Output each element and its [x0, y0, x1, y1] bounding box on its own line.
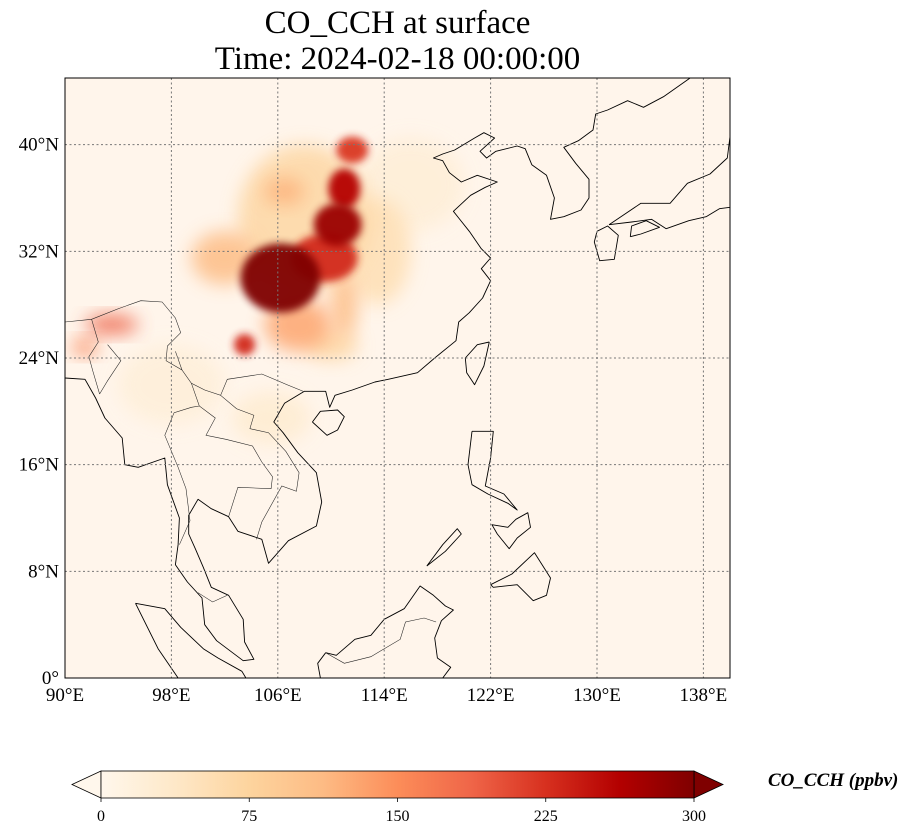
coastline-luzon [467, 430, 518, 511]
coastline-japan-shikoku [629, 220, 660, 238]
y-tick-label: 40°N [19, 135, 60, 156]
country-border [220, 395, 300, 540]
co-concentration-blob [231, 391, 312, 445]
coastline-palawan [426, 528, 462, 567]
axis-tick-layer: 90°E 98°E 106°E 114°E 122°E 130°E 138°E 40°N 32°… [19, 135, 728, 706]
x-tick-label: 130°E [573, 685, 621, 706]
colorbar-tick-label: 225 [534, 808, 558, 825]
country-border [197, 592, 228, 603]
colorbar-tick-label: 75 [241, 808, 257, 825]
colorbar-label: CO_CCH (ppbv) [768, 770, 899, 791]
co-concentration-blob [71, 339, 99, 356]
y-tick-label: 32°N [19, 241, 60, 262]
co-concentration-blob [84, 315, 139, 334]
co-concentration-blob [264, 178, 305, 205]
colorbar-tick-label: 0 [97, 808, 105, 825]
coastline-mindanao [490, 552, 551, 602]
y-tick-label: 0° [42, 668, 59, 689]
map-title-line-2: Time: 2024-02-18 00:00:00 [214, 41, 581, 77]
coastline-japan-honshu [608, 78, 730, 230]
coastline-japan-kyushu [593, 225, 619, 262]
country-border [88, 319, 100, 395]
x-tick-label: 106°E [254, 685, 302, 706]
country-border [191, 383, 273, 517]
y-tick-label: 16°N [19, 455, 60, 476]
x-tick-label: 138°E [680, 685, 728, 706]
gridline-layer [65, 78, 730, 678]
colorbar-tick-label: 300 [682, 808, 706, 825]
co-concentration-blob [328, 168, 361, 209]
country-border [65, 300, 304, 396]
country-border [99, 344, 122, 395]
coastline-sumatra [135, 602, 247, 678]
colorbar-gradient [100, 770, 695, 799]
co-concentration-blob [240, 243, 321, 313]
co-concentration-blob [233, 334, 256, 356]
colorbar-max-extend-arrow [693, 770, 724, 799]
colorbar: 0 75 150 225 300 [71, 770, 724, 825]
y-tick-label: 24°N [19, 348, 60, 369]
map-frame [64, 77, 731, 679]
co-concentration-blob [191, 231, 258, 285]
co-concentration-blob [313, 203, 362, 247]
y-tick-label: 8°N [28, 561, 59, 582]
x-tick-label: 122°E [467, 685, 515, 706]
colorbar-tick-label: 150 [386, 808, 410, 825]
x-tick-label: 90°E [46, 685, 84, 706]
colorbar-min-extend-arrow [71, 770, 102, 799]
coastline-taiwan [464, 341, 490, 386]
coastline-mainland [65, 78, 691, 662]
co-concentration-blob [331, 271, 358, 338]
country-border [164, 405, 200, 545]
coastline-borneo [317, 585, 454, 678]
country-border [65, 321, 66, 322]
coastline-layer [65, 78, 730, 678]
coastline-hainan [312, 409, 345, 436]
country-border [325, 617, 437, 664]
x-tick-label: 98°E [152, 685, 190, 706]
coastline-visayas [491, 512, 531, 550]
map-title-line-1: CO_CCH at surface [264, 5, 531, 41]
x-tick-label: 114°E [361, 685, 408, 706]
co-concentration-blob [336, 136, 369, 164]
country-border [175, 351, 183, 371]
co-field-layer [71, 136, 464, 445]
